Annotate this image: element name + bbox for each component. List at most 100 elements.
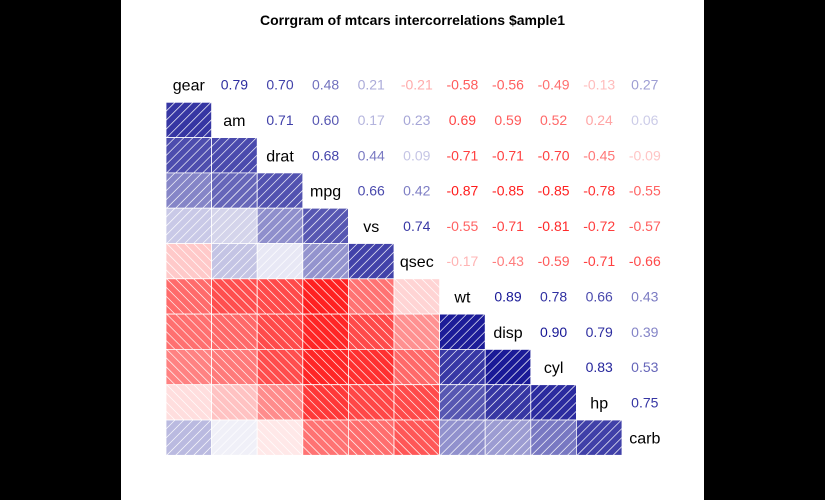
hatch-line	[165, 172, 185, 192]
corr-value-disp-hp: 0.79	[586, 324, 613, 340]
corr-value-drat-wt: -0.71	[446, 147, 478, 163]
hatch-line	[439, 384, 467, 412]
hatch-line	[248, 234, 258, 244]
hatch-line	[166, 137, 203, 174]
hatch-line	[348, 419, 385, 456]
hatch-line	[175, 137, 212, 174]
shade-cell-carb-am	[211, 419, 258, 456]
hatch-line	[348, 366, 367, 385]
corr-value-cyl-hp: 0.83	[586, 359, 613, 375]
chart-title: Corrgram of mtcars intercorrelations $am…	[260, 12, 565, 28]
hatch-line	[256, 207, 276, 227]
hatch-line	[348, 340, 358, 350]
corr-value-mpg-carb: -0.55	[629, 183, 661, 199]
hatch-line	[339, 349, 349, 359]
hatch-line	[430, 419, 440, 430]
hatch-line	[221, 313, 257, 350]
corr-value-drat-disp: -0.71	[492, 147, 524, 163]
shade-cell-carb-wt	[439, 419, 486, 456]
hatch-line	[211, 340, 221, 350]
hatch-line	[302, 437, 322, 456]
hatch-line	[165, 269, 176, 280]
hatch-line	[211, 137, 221, 147]
hatch-line	[339, 234, 349, 244]
hatch-line	[230, 251, 258, 280]
hatch-line	[211, 366, 230, 385]
shade-cell-mpg-gear	[165, 172, 212, 209]
hatch-line	[312, 349, 349, 385]
hatch-line	[403, 278, 440, 315]
hatch-line	[166, 419, 203, 456]
hatch-line	[440, 384, 476, 421]
hatch-line	[485, 419, 522, 456]
hatch-line	[467, 366, 486, 385]
hatch-line	[339, 313, 349, 324]
hatch-line	[440, 419, 476, 456]
hatch-line	[302, 428, 331, 456]
hatch-line	[348, 410, 358, 421]
hatch-line	[165, 137, 185, 156]
hatch-line	[256, 304, 267, 315]
hatch-line	[166, 172, 203, 209]
corr-value-am-carb: 0.06	[631, 112, 658, 128]
hatch-line	[230, 278, 258, 306]
hatch-line	[212, 172, 248, 209]
hatch-line	[193, 119, 212, 138]
hatch-line	[393, 357, 422, 385]
corr-value-cyl-carb: 0.53	[631, 359, 658, 375]
hatch-line	[302, 375, 313, 385]
hatch-line	[211, 304, 221, 315]
hatch-line	[403, 313, 440, 350]
hatch-line	[230, 313, 258, 342]
shade-cell-hp-am	[211, 384, 258, 421]
hatch-line	[230, 349, 258, 377]
hatch-line	[165, 410, 176, 421]
corr-value-drat-cyl: -0.70	[538, 147, 570, 163]
hatch-line	[165, 331, 185, 350]
hatch-line	[184, 313, 212, 342]
hatch-line	[184, 145, 212, 174]
hatch-line	[193, 278, 212, 297]
hatch-line	[440, 349, 476, 385]
hatch-line	[165, 102, 176, 112]
hatch-line	[348, 392, 376, 421]
shade-cell-vs-mpg	[302, 207, 349, 244]
hatch-line	[458, 428, 486, 456]
hatch-line	[512, 401, 532, 421]
hatch-line	[394, 384, 431, 421]
hatch-line	[248, 384, 258, 394]
hatch-line	[302, 243, 322, 262]
hatch-line	[184, 384, 212, 412]
hatch-line	[175, 419, 212, 456]
hatch-line	[384, 269, 395, 280]
hatch-line	[165, 419, 194, 448]
shade-cell-cyl-am	[211, 348, 258, 386]
hatch-line	[585, 419, 622, 456]
hatch-line	[439, 384, 458, 403]
hatch-line	[375, 419, 395, 439]
hatch-line	[576, 419, 586, 430]
shade-cell-hp-disp	[484, 384, 532, 421]
hatch-line	[348, 375, 358, 385]
hatch-line	[558, 401, 577, 421]
corr-value-gear-hp: -0.13	[583, 77, 615, 93]
shade-cell-wt-gear	[165, 278, 212, 315]
hatch-line	[202, 446, 212, 456]
hatch-line	[512, 437, 532, 456]
hatch-line	[321, 349, 349, 377]
hatch-line	[202, 349, 212, 359]
hatch-line	[256, 410, 267, 421]
hatch-line	[403, 419, 440, 456]
hatch-line	[366, 313, 395, 342]
shade-cell-carb-hp	[575, 419, 623, 456]
diagonal-label-hp: hp	[590, 395, 608, 412]
hatch-line	[485, 384, 522, 421]
corr-value-gear-carb: 0.27	[631, 77, 658, 93]
hatch-line	[530, 419, 559, 448]
hatch-line	[275, 384, 304, 412]
hatch-line	[393, 295, 413, 315]
shade-cell-carb-qsec	[393, 419, 440, 456]
hatch-line	[366, 251, 395, 280]
hatch-line	[439, 313, 458, 333]
shade-cell-carb-mpg	[302, 419, 349, 456]
